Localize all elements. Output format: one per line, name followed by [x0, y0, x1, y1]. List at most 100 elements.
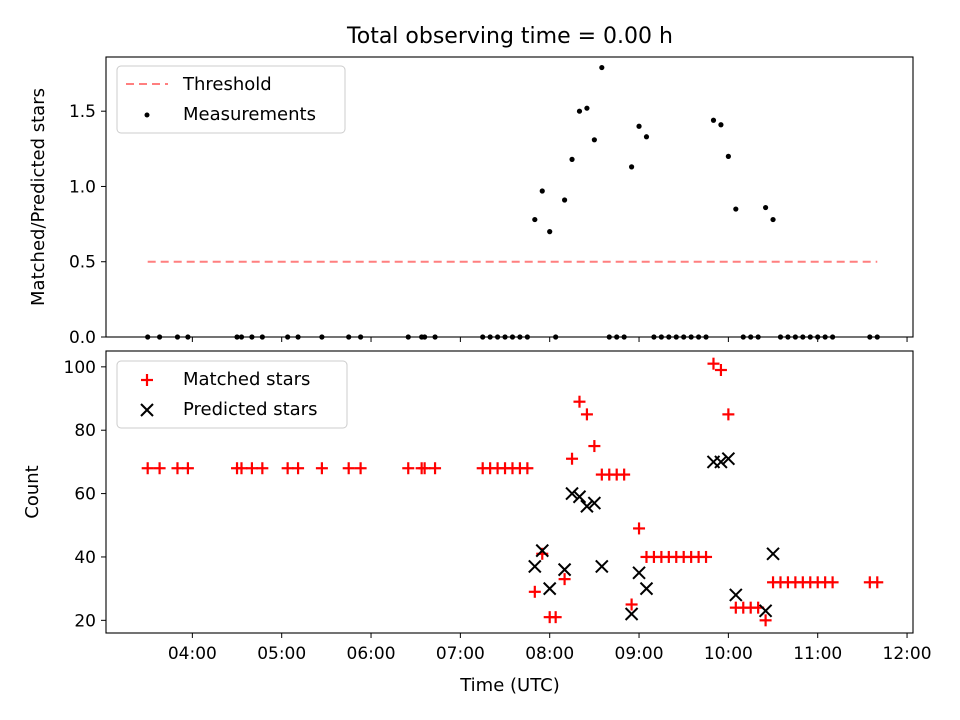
predicted-star-point	[565, 486, 579, 501]
matched-star-point	[171, 462, 184, 475]
measurement-point	[628, 164, 635, 170]
y-tick-label: 1.0	[69, 177, 96, 197]
predicted-star-point	[639, 581, 654, 596]
top-legend-box	[116, 65, 346, 134]
measurement-point	[539, 188, 545, 194]
predicted-star-point	[721, 452, 736, 466]
matched-star-point	[549, 611, 562, 624]
predicted-star-point	[632, 566, 646, 580]
x-axis-label: Time (UTC)	[459, 675, 560, 696]
predicted-legend-marker	[140, 403, 154, 417]
matched-star-point	[573, 395, 586, 408]
y-tick-label: 100	[64, 358, 96, 378]
x-tick-label: 10:00	[704, 644, 753, 664]
threshold-legend-label: Threshold	[182, 74, 272, 95]
matched-star-point	[580, 408, 593, 421]
matched-star-point	[153, 462, 166, 475]
predicted-star-point	[595, 559, 609, 574]
measurement-point	[591, 137, 597, 143]
x-tick-label: 07:00	[436, 644, 485, 664]
matched-star-point	[342, 462, 355, 475]
measurement-point	[547, 229, 553, 235]
matched-star-point	[871, 576, 884, 589]
measurement-point	[569, 156, 575, 162]
x-tick-label: 08:00	[525, 644, 574, 664]
matched-star-point	[722, 408, 735, 421]
bottom-y-axis-label: Count	[22, 465, 43, 518]
top-axes-frame	[105, 56, 914, 338]
predicted-star-point	[624, 607, 639, 621]
measurement-point	[576, 108, 583, 114]
predicted-star-point	[572, 490, 587, 504]
measurement-point	[725, 153, 731, 159]
measurement-point	[718, 122, 724, 128]
y-tick-label: 20	[74, 611, 96, 631]
matched-star-point	[714, 364, 727, 377]
matched-legend-marker	[141, 374, 153, 386]
top-x-ticks	[191, 337, 908, 342]
matched-star-point	[402, 462, 415, 475]
matched-star-point	[245, 462, 258, 475]
matched-star-point	[418, 462, 431, 475]
predicted-star-point	[766, 547, 780, 561]
matched-star-point	[588, 440, 601, 453]
predicted-star-point	[542, 581, 557, 596]
y-tick-label: 0.5	[69, 253, 96, 273]
measurement-point	[762, 204, 769, 211]
measurement-point	[584, 105, 590, 111]
matched-star-point	[618, 468, 631, 481]
top-panel: 0.0 0.5 1.0 1.5 Matched/Predicted stars Thr…	[28, 56, 914, 348]
predicted-star-point	[535, 543, 549, 558]
matched-star-point	[256, 462, 269, 475]
bottom-x-ticks: 04:00 05:00 06:00 07:00 08:00 09:00 10:00 11:00…	[168, 633, 932, 664]
x-tick-label: 05:00	[257, 644, 306, 664]
measurement-point	[561, 197, 568, 203]
bottom-legend-box	[116, 360, 348, 429]
predicted-star-point	[557, 562, 572, 577]
matched-star-point	[354, 462, 367, 475]
matched-star-point	[141, 462, 154, 475]
predicted-star-point	[580, 499, 594, 513]
measurement-point	[643, 134, 650, 140]
chart-title: Total observing time = 0.00 h	[346, 24, 673, 49]
x-tick-label: 12:00	[883, 644, 932, 664]
measurement-point	[710, 117, 717, 123]
y-tick-label: 1.5	[69, 102, 96, 122]
predicted-star-point	[587, 496, 602, 510]
measurements-legend-label: Measurements	[183, 104, 316, 125]
matched-star-point	[633, 522, 646, 535]
matched-star-point	[429, 462, 442, 475]
matched-star-point	[625, 598, 638, 611]
predicted-star-point	[729, 588, 743, 602]
matched-star-point	[759, 614, 772, 627]
x-tick-label: 06:00	[347, 644, 396, 664]
measurement-point	[636, 123, 642, 129]
predicted-legend-label: Predicted stars	[183, 399, 317, 420]
measurement-point	[770, 216, 776, 223]
y-tick-label: 60	[74, 485, 96, 505]
y-tick-label: 80	[74, 421, 96, 441]
predicted-star-point	[714, 455, 728, 469]
matched-star-point	[700, 550, 713, 563]
matched-star-point	[826, 576, 839, 589]
matched-star-point	[521, 462, 534, 475]
predicted-star-point	[528, 559, 542, 574]
bottom-legend: Matched stars Predicted stars	[116, 360, 348, 429]
y-tick-label: 40	[74, 548, 96, 568]
measurement-point	[532, 216, 538, 223]
bottom-data-layer	[141, 357, 884, 627]
measurement-point	[733, 206, 739, 212]
measurement-point	[599, 64, 605, 71]
top-y-axis-label: Matched/Predicted stars	[28, 88, 49, 306]
x-tick-label: 11:00	[793, 644, 842, 664]
top-y-ticks: 0.0 0.5 1.0 1.5	[69, 102, 106, 348]
bottom-y-ticks: 20 40 60 80 100	[64, 358, 106, 631]
matched-star-point	[315, 462, 328, 475]
bottom-axes-frame	[105, 350, 914, 634]
top-legend: Threshold Measurements	[116, 65, 346, 134]
matched-star-point	[528, 585, 541, 598]
bottom-panel: 20 40 60 80 100 04:00 05:00 06:00 07:00 08:00 09:…	[22, 350, 932, 696]
matched-star-point	[281, 462, 294, 475]
matched-star-point	[292, 462, 305, 475]
matched-star-point	[181, 462, 194, 475]
